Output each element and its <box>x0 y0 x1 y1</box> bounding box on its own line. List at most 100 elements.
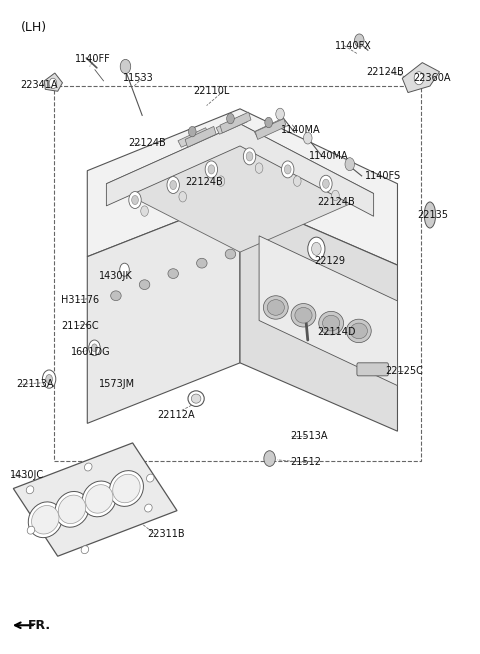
Polygon shape <box>216 114 247 134</box>
Ellipse shape <box>188 391 204 406</box>
Circle shape <box>255 163 263 173</box>
Text: 22110L: 22110L <box>193 86 229 96</box>
Text: 1430JK: 1430JK <box>99 271 133 281</box>
Circle shape <box>355 34 364 47</box>
Text: 11533: 11533 <box>123 73 154 83</box>
Text: 22112A: 22112A <box>157 410 194 420</box>
Polygon shape <box>107 124 373 216</box>
FancyBboxPatch shape <box>357 363 388 376</box>
Text: 22124B: 22124B <box>185 177 223 188</box>
Text: 22341A: 22341A <box>21 80 58 90</box>
Ellipse shape <box>267 300 284 315</box>
Text: H31176: H31176 <box>61 295 99 305</box>
Circle shape <box>132 196 138 205</box>
Polygon shape <box>87 109 397 265</box>
Text: 22135: 22135 <box>418 210 448 220</box>
Polygon shape <box>13 443 177 557</box>
Ellipse shape <box>28 502 62 538</box>
Text: 1573JM: 1573JM <box>99 379 135 389</box>
Text: FR.: FR. <box>28 619 51 632</box>
Circle shape <box>141 206 148 216</box>
Ellipse shape <box>323 315 340 331</box>
Text: 21126C: 21126C <box>61 320 99 331</box>
Circle shape <box>265 117 273 128</box>
Polygon shape <box>220 112 251 133</box>
Ellipse shape <box>424 202 436 228</box>
Circle shape <box>46 375 52 384</box>
Text: 21513A: 21513A <box>290 432 328 441</box>
Text: 21512: 21512 <box>290 457 321 468</box>
Circle shape <box>303 132 312 144</box>
Circle shape <box>179 192 187 202</box>
Polygon shape <box>107 124 373 252</box>
Ellipse shape <box>264 296 288 319</box>
Polygon shape <box>44 73 62 92</box>
Ellipse shape <box>32 506 59 534</box>
Text: 1140FF: 1140FF <box>75 54 111 63</box>
Text: 1140FX: 1140FX <box>336 41 372 50</box>
Circle shape <box>293 176 301 186</box>
Circle shape <box>205 161 217 178</box>
Polygon shape <box>87 197 240 423</box>
Circle shape <box>264 451 276 466</box>
Circle shape <box>208 165 215 174</box>
Ellipse shape <box>319 311 344 335</box>
Ellipse shape <box>350 323 367 339</box>
Circle shape <box>276 108 284 120</box>
Circle shape <box>332 190 339 201</box>
Text: 22125C: 22125C <box>385 366 423 376</box>
Ellipse shape <box>225 249 236 259</box>
Ellipse shape <box>113 474 140 503</box>
Ellipse shape <box>58 495 86 524</box>
Text: (LH): (LH) <box>21 21 47 34</box>
Ellipse shape <box>295 307 312 323</box>
Ellipse shape <box>347 319 371 343</box>
Circle shape <box>129 192 141 209</box>
Ellipse shape <box>197 258 207 268</box>
Polygon shape <box>402 63 440 93</box>
Circle shape <box>323 179 329 188</box>
Ellipse shape <box>81 545 89 554</box>
Circle shape <box>42 370 56 388</box>
Polygon shape <box>240 197 397 431</box>
Circle shape <box>414 72 424 85</box>
Circle shape <box>227 113 234 124</box>
Circle shape <box>308 237 325 260</box>
Circle shape <box>189 126 196 137</box>
Ellipse shape <box>55 491 89 527</box>
Text: 22311B: 22311B <box>147 529 185 539</box>
Polygon shape <box>255 118 286 139</box>
Ellipse shape <box>144 504 152 512</box>
Circle shape <box>92 344 97 352</box>
Ellipse shape <box>26 486 34 494</box>
Circle shape <box>167 177 180 194</box>
Text: 1601DG: 1601DG <box>71 347 110 356</box>
Text: 1430JC: 1430JC <box>10 470 44 481</box>
Ellipse shape <box>139 280 150 290</box>
Polygon shape <box>259 236 397 386</box>
Circle shape <box>120 263 129 276</box>
Circle shape <box>243 148 256 165</box>
Ellipse shape <box>84 463 92 471</box>
Text: 1140FS: 1140FS <box>365 171 401 181</box>
Text: 22124B: 22124B <box>128 139 166 148</box>
Circle shape <box>170 181 177 190</box>
Text: 22114D: 22114D <box>317 327 356 337</box>
Circle shape <box>320 175 332 192</box>
Circle shape <box>120 60 131 74</box>
Ellipse shape <box>27 526 35 534</box>
Circle shape <box>89 340 100 356</box>
Circle shape <box>49 78 57 89</box>
Ellipse shape <box>146 474 154 482</box>
Ellipse shape <box>111 291 121 301</box>
Circle shape <box>312 243 321 255</box>
Circle shape <box>345 158 355 171</box>
Text: 22129: 22129 <box>314 256 345 266</box>
Ellipse shape <box>85 485 113 513</box>
Ellipse shape <box>192 394 201 404</box>
Circle shape <box>281 161 294 178</box>
Text: 1140MA: 1140MA <box>309 151 349 162</box>
Text: 22124B: 22124B <box>366 67 404 77</box>
Circle shape <box>217 176 225 186</box>
Text: 22124B: 22124B <box>317 197 355 207</box>
